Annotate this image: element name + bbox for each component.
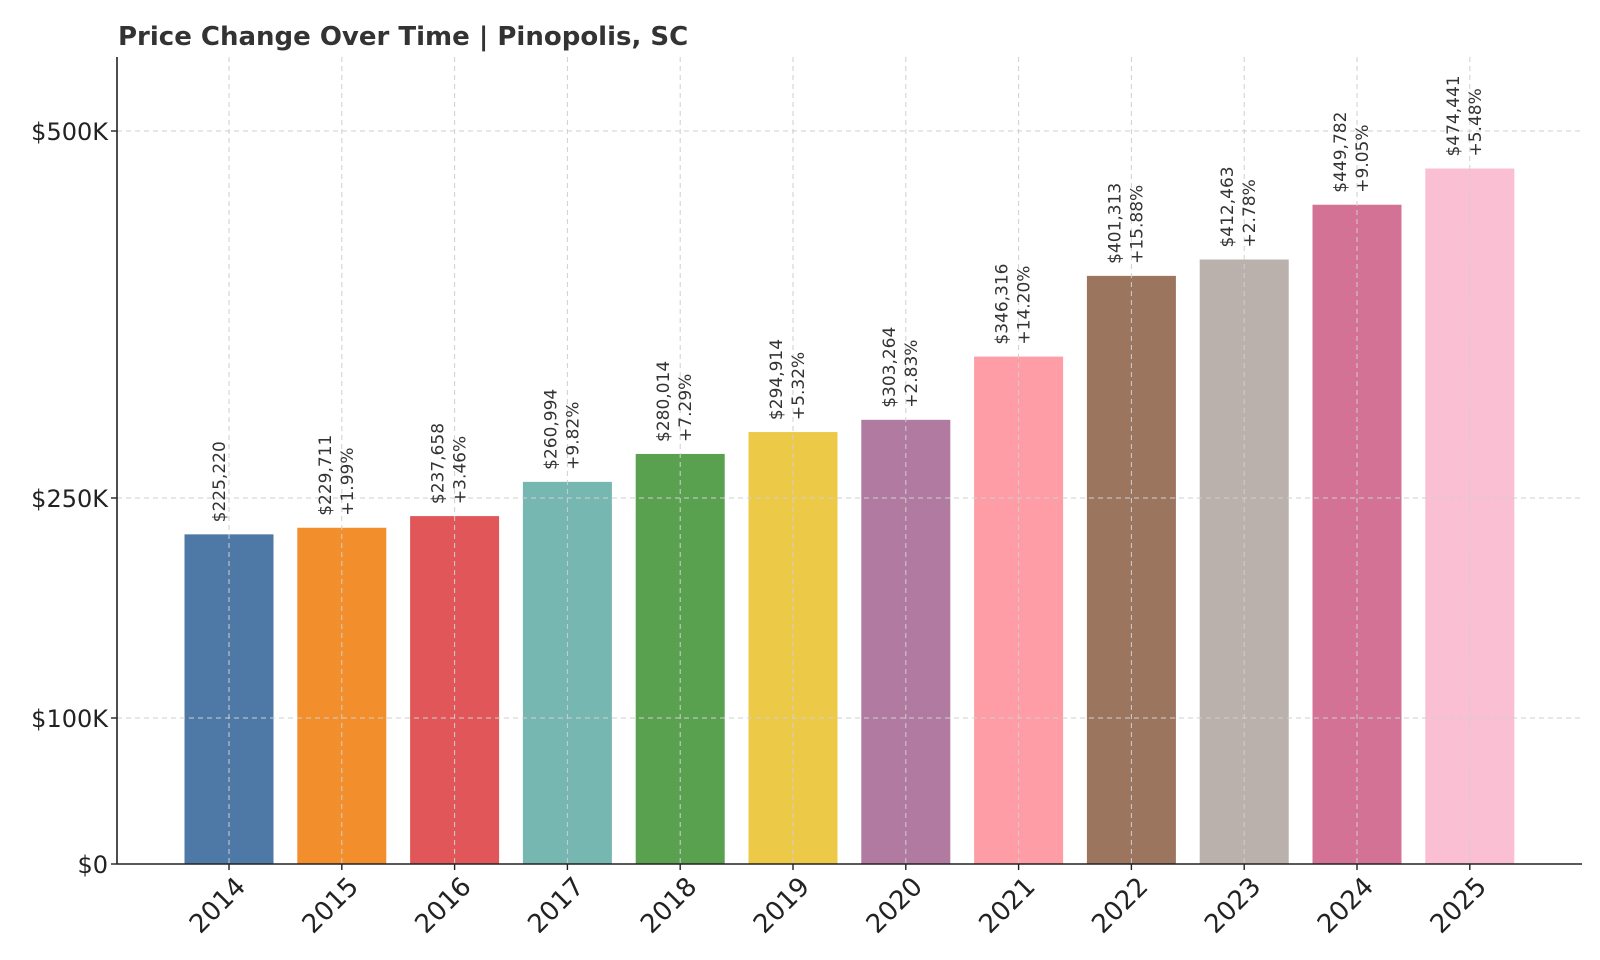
bar-change-label: +5.48% [1466,88,1486,156]
y-tick-label: $250K [31,485,109,513]
bar-value-label: $229,711 [316,435,336,516]
bar-change-label: +14.20% [1015,266,1035,345]
bar-change-label: +5.32% [789,352,809,420]
bars [184,168,1515,865]
x-tick-label: 2019 [748,872,816,940]
x-tick-label: 2015 [297,872,365,940]
x-tick-label: 2025 [1425,872,1493,940]
chart-title: Price Change Over Time | Pinopolis, SC [118,22,688,52]
y-tick-label: $0 [77,851,108,879]
y-axis-ticks: $0 $100K $250K $500K [31,118,117,879]
bar-change-label: +9.82% [563,402,583,470]
bar-value-labels: $225,220 $229,711 +1.99% $237,658 +3.46% $260… [210,75,1486,522]
x-tick-label: 2016 [410,872,478,940]
bar-value-label: $280,014 [654,361,674,442]
x-tick-label: 2014 [184,872,252,940]
bar-change-label: +1.99% [338,448,358,516]
axes [116,57,1582,865]
x-tick-label: 2017 [522,872,590,940]
bar-value-label: $449,782 [1331,112,1351,193]
bar-change-label: +15.88% [1127,185,1147,264]
x-tick-label: 2023 [1199,872,1267,940]
bar-value-label: $294,914 [767,339,787,420]
bar-value-label: $474,441 [1444,75,1464,156]
bar-change-label: +9.05% [1353,124,1373,192]
bar-2019 [748,432,838,864]
bar-value-label: $401,313 [1105,183,1125,264]
y-tick-label: $500K [31,118,109,146]
bar-change-label: +2.78% [1240,179,1260,247]
bar-value-label: $303,264 [880,327,900,408]
bar-value-label: $225,220 [210,441,230,522]
bar-value-label: $237,658 [429,423,449,504]
x-tick-label: 2022 [1086,872,1154,940]
bar-change-label: +7.29% [676,374,696,442]
bar-change-label: +2.83% [902,340,922,408]
y-tick-label: $100K [31,705,109,733]
bar-2018 [635,453,725,864]
x-tick-label: 2024 [1312,872,1380,940]
bar-value-label: $260,994 [541,389,561,470]
x-axis-ticks: 2014 2015 2016 2017 2018 2019 2020 2021 2022 2023… [184,864,1493,940]
x-tick-label: 2021 [974,872,1042,940]
bar-value-label: $412,463 [1218,166,1238,247]
bar-change-label: +3.46% [451,436,471,504]
x-tick-label: 2020 [861,872,929,940]
gridlines [117,57,1582,864]
bar-value-label: $346,316 [993,263,1013,344]
x-tick-label: 2018 [635,872,703,940]
